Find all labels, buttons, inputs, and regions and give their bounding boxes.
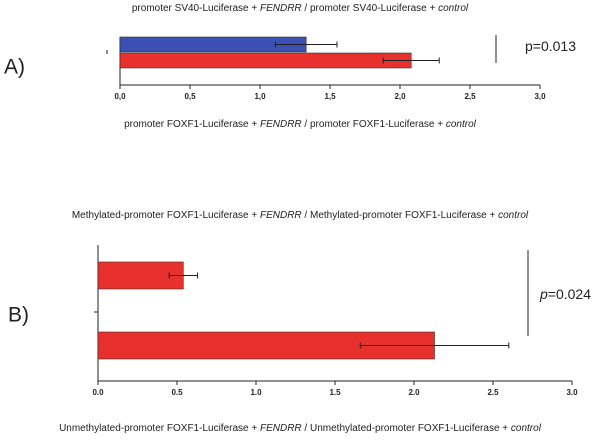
x-tick-label: 0.5 [171, 388, 183, 397]
bar [119, 52, 412, 69]
x-tick-label: 0.0 [92, 388, 104, 397]
panel-heading-part: control [446, 119, 477, 130]
x-tick-label: 2,0 [394, 92, 406, 101]
category-label-part: / Unmethylated-promoter FOXF1-Luciferase… [302, 423, 511, 434]
panel-label: A) [4, 56, 25, 79]
x-tick-label: 0,5 [184, 92, 196, 101]
x-tick-label: 3.0 [566, 388, 578, 397]
error-bar [382, 57, 440, 64]
p-value-part: =0.024 [548, 286, 591, 302]
x-tick-label: 2.0 [408, 388, 420, 397]
x-tick-label: 0,0 [114, 92, 126, 101]
error-bar [274, 41, 338, 48]
p-value: p=0.024 [539, 286, 591, 302]
category-label: Methylated-promoter FOXF1-Luciferase + F… [72, 210, 529, 221]
x-tick-label: 1,5 [324, 92, 336, 101]
chart-title-part: / promoter SV40-Luciferase + [302, 3, 438, 14]
category-label: Unmethylated-promoter FOXF1-Luciferase +… [59, 423, 542, 434]
category-label-part: / Methylated-promoter FOXF1-Luciferase + [302, 210, 498, 221]
error-bar [359, 342, 510, 349]
category-label-part: FENDRR [260, 423, 302, 434]
x-tick-label: 1.5 [329, 388, 341, 397]
x-tick-label: 1,0 [254, 92, 266, 101]
p-value-part: p=0.013 [525, 38, 576, 54]
p-value-part: p [539, 286, 548, 302]
chart-title-part: control [438, 3, 469, 14]
panel-label: B) [8, 304, 29, 327]
x-tick-label: 3,0 [534, 92, 546, 101]
panel-heading-part: / promoter FOXF1-Luciferase + [302, 119, 446, 130]
category-label-part: Unmethylated-promoter FOXF1-Luciferase + [59, 423, 260, 434]
x-tick-label: 2,5 [464, 92, 476, 101]
error-bar [168, 272, 199, 279]
category-label-part: control [511, 423, 542, 434]
chart-title-part: FENDRR [260, 3, 302, 14]
category-label-part: FENDRR [260, 210, 302, 221]
category-label-part: Methylated-promoter FOXF1-Luciferase + [72, 210, 260, 221]
chart-title-part: promoter SV40-Luciferase + [132, 3, 260, 14]
x-tick-label: 1.0 [250, 388, 262, 397]
category-label-part: control [498, 210, 529, 221]
panel-heading-part: promoter FOXF1-Luciferase + [124, 119, 260, 130]
x-tick-label: 2.5 [487, 388, 499, 397]
chart-title: promoter SV40-Luciferase + FENDRR / prom… [132, 3, 469, 14]
panel-heading-part: FENDRR [260, 119, 302, 130]
p-value: p=0.013 [525, 38, 576, 54]
panel-heading: promoter FOXF1-Luciferase + FENDRR / pro… [124, 119, 477, 130]
